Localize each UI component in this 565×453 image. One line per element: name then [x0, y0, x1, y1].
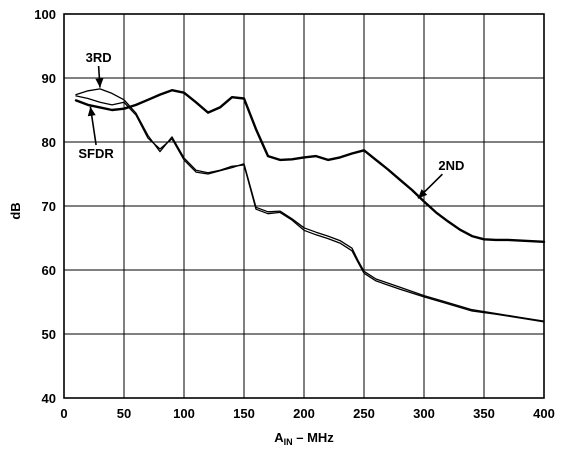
series-line-sfdr	[75, 95, 545, 322]
y-tick-labels: 40 50 60 70 80 90 100	[34, 7, 56, 406]
annotation-arrowhead-2nd	[418, 189, 428, 199]
annotation-label-2nd: 2ND	[438, 158, 464, 173]
annotation-arrowhead-sfdr	[87, 106, 96, 117]
x-axis-title: AIN – MHz	[274, 430, 334, 447]
annotation-arrowhead-3rd	[95, 78, 104, 88]
grid	[64, 14, 544, 398]
x-tick-label-1: 50	[117, 406, 131, 421]
y-tick-label-6: 100	[34, 7, 56, 22]
x-tick-label-2: 100	[173, 406, 195, 421]
y-tick-label-3: 70	[42, 199, 56, 214]
x-axis-title-subscript: IN	[284, 437, 293, 447]
y-tick-label-5: 90	[42, 71, 56, 86]
x-tick-labels: 0 50 100 150 200 250 300 350 400	[60, 406, 554, 421]
x-tick-label-0: 0	[60, 406, 67, 421]
x-tick-label-8: 400	[533, 406, 555, 421]
y-tick-label-2: 60	[42, 263, 56, 278]
x-tick-label-3: 150	[233, 406, 255, 421]
x-tick-label-6: 300	[413, 406, 435, 421]
series-line-3rd	[75, 88, 545, 323]
y-tick-label-0: 40	[42, 391, 56, 406]
y-tick-label-1: 50	[42, 327, 56, 342]
series-lines	[74, 88, 546, 323]
series-line-2nd	[74, 88, 546, 244]
plot-frame	[63, 13, 545, 399]
y-tick-label-4: 80	[42, 135, 56, 150]
annotation-label-sfdr: SFDR	[78, 146, 114, 161]
x-tick-label-4: 200	[293, 406, 315, 421]
x-axis-title-main: A	[274, 430, 284, 445]
annotation-label-3rd: 3RD	[86, 50, 112, 65]
x-tick-label-7: 350	[473, 406, 495, 421]
x-axis-title-unit: – MHz	[293, 430, 335, 445]
x-tick-label-5: 250	[353, 406, 375, 421]
annotations: 3RD SFDR 2ND	[78, 50, 464, 199]
y-axis-title: dB	[8, 202, 23, 219]
